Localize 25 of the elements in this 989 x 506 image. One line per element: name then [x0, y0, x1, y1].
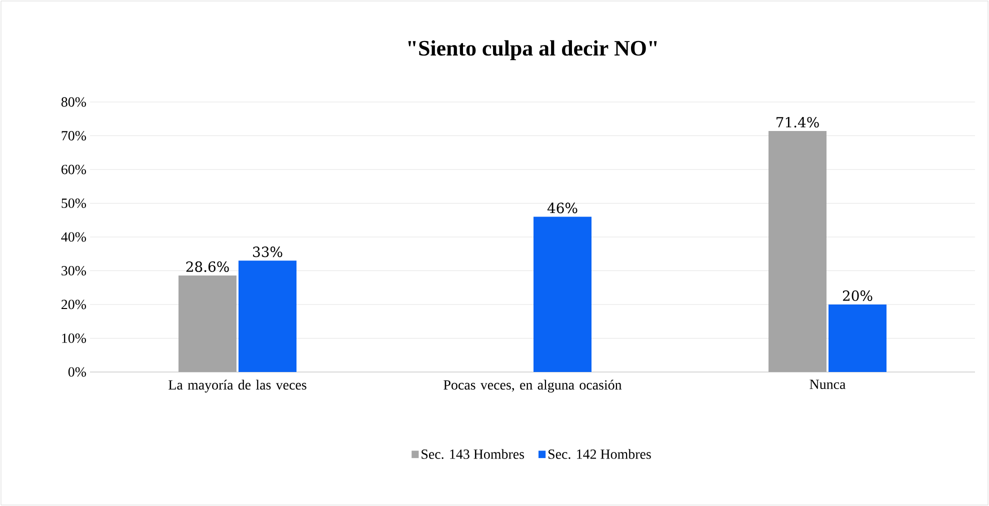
data-label: 20%: [842, 290, 872, 301]
bar: [534, 216, 592, 372]
legend-label: Sec. 142 Hombres: [548, 449, 651, 459]
bar: [178, 275, 237, 372]
data-label: 71.4%: [776, 116, 819, 128]
y-tick-label: 60%: [62, 164, 86, 174]
bar: [768, 131, 827, 372]
legend-label: Sec. 143 Hombres: [422, 449, 524, 459]
data-label: 46%: [547, 202, 578, 214]
x-tick-label: Pocas veces, en alguna ocasión: [444, 380, 622, 392]
y-tick-label: 10%: [62, 334, 86, 343]
data-label: 28.6%: [186, 261, 229, 272]
data-label: 33%: [253, 246, 282, 258]
bar: [828, 304, 887, 372]
bar: [238, 260, 296, 372]
y-tick-label: 20%: [62, 300, 86, 310]
chart-title: "Siento culpa al decir NO": [408, 40, 657, 60]
x-tick-label: La mayoría de las veces: [168, 380, 306, 392]
y-tick-label: 80%: [61, 97, 86, 107]
y-tick-label: 0%: [68, 367, 86, 377]
y-tick-label: 70%: [62, 131, 86, 140]
y-tick-label: 40%: [61, 232, 86, 242]
y-tick-label: 30%: [62, 266, 86, 276]
x-tick-label: Nunca: [810, 380, 846, 390]
y-tick-label: 50%: [62, 198, 86, 208]
